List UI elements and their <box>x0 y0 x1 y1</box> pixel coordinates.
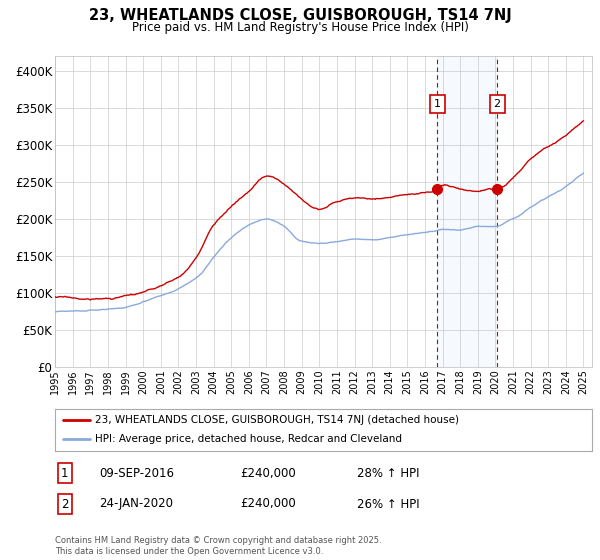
Text: 24-JAN-2020: 24-JAN-2020 <box>99 497 173 511</box>
Text: HPI: Average price, detached house, Redcar and Cleveland: HPI: Average price, detached house, Redc… <box>95 435 403 445</box>
Text: Price paid vs. HM Land Registry's House Price Index (HPI): Price paid vs. HM Land Registry's House … <box>131 21 469 34</box>
Text: 09-SEP-2016: 09-SEP-2016 <box>99 466 174 480</box>
Text: £240,000: £240,000 <box>240 466 296 480</box>
Text: 23, WHEATLANDS CLOSE, GUISBOROUGH, TS14 7NJ (detached house): 23, WHEATLANDS CLOSE, GUISBOROUGH, TS14 … <box>95 415 460 425</box>
Bar <box>437 56 497 367</box>
Text: 2: 2 <box>61 497 68 511</box>
Text: 28% ↑ HPI: 28% ↑ HPI <box>357 466 419 480</box>
Text: 1: 1 <box>434 99 441 109</box>
Text: 23, WHEATLANDS CLOSE, GUISBOROUGH, TS14 7NJ: 23, WHEATLANDS CLOSE, GUISBOROUGH, TS14 … <box>89 8 511 24</box>
Text: 26% ↑ HPI: 26% ↑ HPI <box>357 497 419 511</box>
Text: 1: 1 <box>61 466 68 480</box>
Text: 2: 2 <box>494 99 500 109</box>
Text: Contains HM Land Registry data © Crown copyright and database right 2025.
This d: Contains HM Land Registry data © Crown c… <box>55 536 382 556</box>
Text: £240,000: £240,000 <box>240 497 296 511</box>
